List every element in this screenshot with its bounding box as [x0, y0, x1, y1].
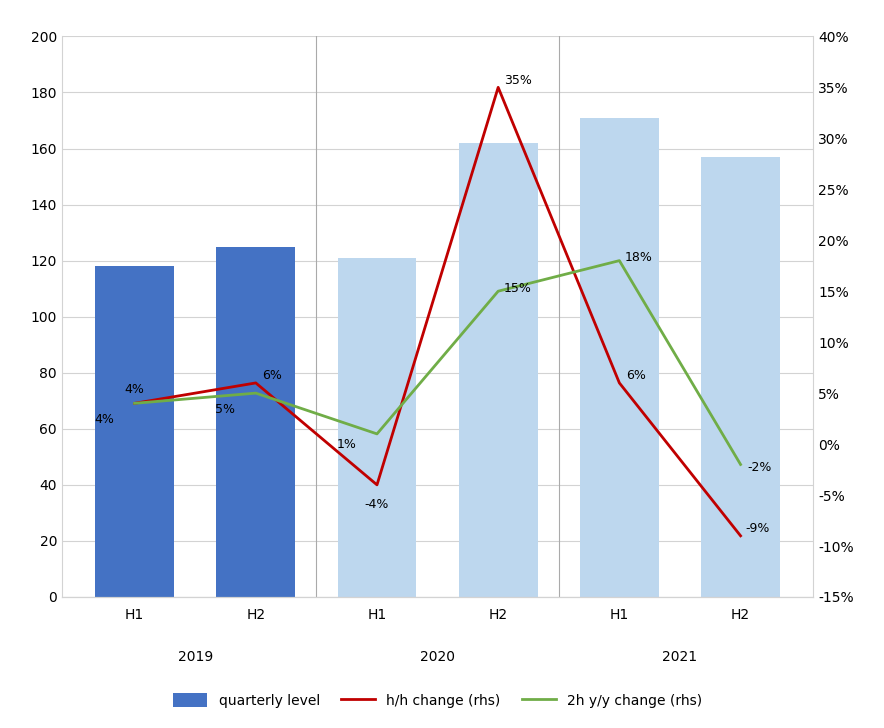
Text: 35%: 35%: [504, 74, 531, 87]
Bar: [217, 247, 295, 597]
Bar: [338, 258, 416, 597]
Text: 2019: 2019: [178, 649, 213, 664]
Text: -9%: -9%: [745, 523, 769, 535]
Bar: [701, 157, 780, 597]
Text: -2%: -2%: [748, 461, 773, 474]
Text: 4%: 4%: [94, 414, 114, 427]
Text: -4%: -4%: [365, 498, 389, 511]
Text: 2021: 2021: [662, 649, 697, 664]
Text: 18%: 18%: [625, 251, 652, 264]
Legend: quarterly level, h/h change (rhs), 2h y/y change (rhs): quarterly level, h/h change (rhs), 2h y/…: [167, 687, 708, 713]
Text: 4%: 4%: [125, 383, 144, 396]
Text: 15%: 15%: [504, 282, 531, 295]
Text: 6%: 6%: [263, 370, 282, 382]
Bar: [459, 143, 537, 597]
Text: 1%: 1%: [337, 438, 356, 451]
Text: 5%: 5%: [215, 403, 235, 416]
Text: 6%: 6%: [626, 370, 646, 382]
Bar: [580, 118, 659, 597]
Text: 2020: 2020: [420, 649, 455, 664]
Bar: [95, 266, 174, 597]
